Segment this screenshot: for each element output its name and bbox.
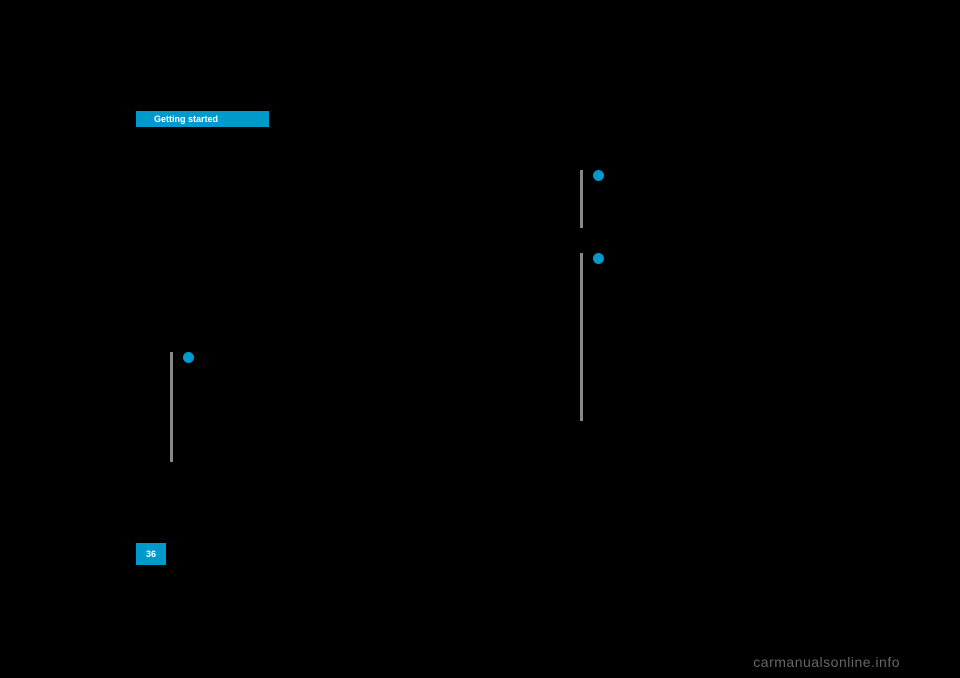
info-icon: [593, 170, 604, 181]
left-tip-box: [170, 352, 345, 462]
page-number-text: 36: [146, 549, 156, 559]
section-tab: Getting started: [136, 111, 269, 127]
page-number-badge: 36: [136, 543, 166, 565]
right-tip-box-2: [580, 253, 805, 421]
right-tip-box-1: [580, 170, 800, 228]
manual-page: Getting started 36 carmanualsonline.info: [0, 0, 960, 678]
section-tab-label: Getting started: [136, 114, 218, 124]
info-icon: [593, 253, 604, 264]
info-icon: [183, 352, 194, 363]
watermark-text: carmanualsonline.info: [753, 654, 900, 670]
